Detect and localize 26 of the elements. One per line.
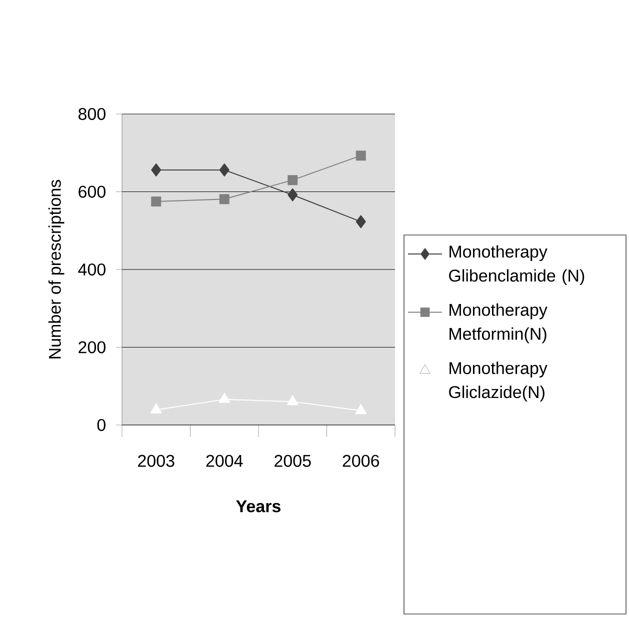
y-tick-label: 200: [78, 341, 106, 354]
legend-label: Monotherapy Glibenclamide (N): [449, 245, 584, 286]
point: [286, 395, 298, 406]
y-tick-label: 800: [78, 108, 106, 120]
y-tick-label: 400: [78, 263, 106, 276]
y-axis-title: Number of prescriptions: [48, 180, 64, 358]
point: [288, 175, 298, 186]
point: [150, 403, 162, 414]
x-tick-label: 2006: [342, 454, 380, 467]
point: [355, 404, 367, 414]
x-axis-title: Years: [236, 500, 280, 512]
point: [356, 150, 366, 161]
point: [218, 392, 230, 403]
point: [288, 188, 298, 202]
x-tick-label: 2003: [138, 454, 174, 467]
point: [219, 163, 230, 176]
y-tick-label: 0: [97, 418, 106, 432]
point: [356, 215, 366, 228]
x-tick-label: 2004: [206, 454, 243, 467]
point: [219, 194, 230, 204]
x-tick-label: 2005: [274, 454, 311, 467]
y-tick-label: 600: [78, 186, 106, 198]
legend-label: Monotherapy Gliclazide(N): [449, 362, 548, 402]
point: [151, 196, 162, 206]
legend-label: Monotherapy Metformin(N): [450, 303, 548, 344]
point: [151, 163, 162, 176]
